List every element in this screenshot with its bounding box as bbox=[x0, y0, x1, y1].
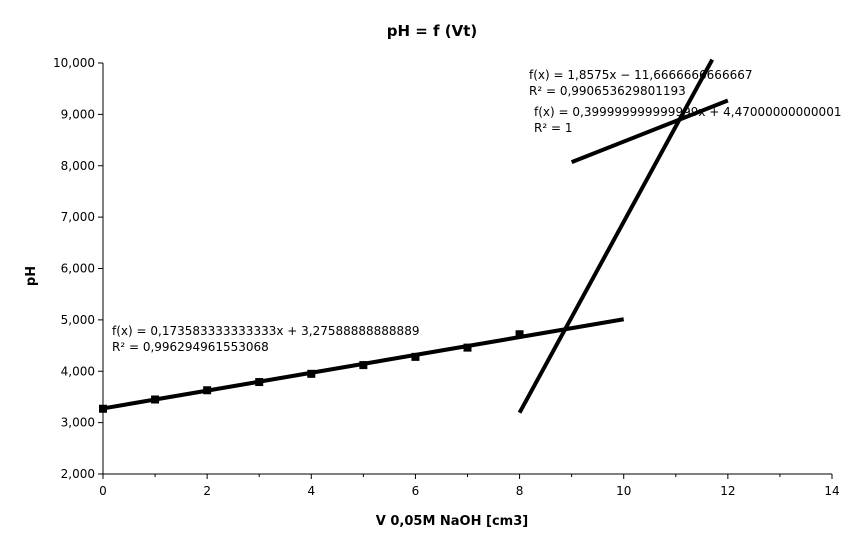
trendline-3-r2: R² = 1 bbox=[534, 121, 572, 135]
y-tick-label: 5,000 bbox=[61, 313, 95, 327]
trendline-3-equation: f(x) = 0,399999999999999x + 4,4700000000… bbox=[534, 105, 841, 119]
trendline-3 bbox=[570, 98, 729, 165]
trendline-1-equation: f(x) = 0,173583333333333x + 3,2758888888… bbox=[112, 324, 419, 338]
trendline-1-annotation: f(x) = 0,173583333333333x + 3,2758888888… bbox=[112, 324, 419, 354]
data-point bbox=[203, 386, 212, 395]
y-tick-label: 8,000 bbox=[61, 159, 95, 173]
axis-ticks: 0 2 4 6 8 10 12 14 2,000 3,000 4,000 5,000 6,000 7,00… bbox=[53, 56, 840, 498]
x-tick-label: 0 bbox=[99, 484, 107, 498]
y-tick-label: 7,000 bbox=[61, 210, 95, 224]
data-point bbox=[411, 352, 420, 361]
data-point bbox=[255, 378, 264, 387]
data-point bbox=[99, 404, 107, 413]
x-tick-label: 14 bbox=[824, 484, 839, 498]
data-point bbox=[359, 361, 368, 370]
y-tick-label: 10,000 bbox=[53, 56, 95, 70]
data-point bbox=[463, 343, 472, 352]
trendline-2-r2: R² = 0,990653629801193 bbox=[529, 84, 686, 98]
x-tick-label: 10 bbox=[616, 484, 631, 498]
trendline-2-annotation: f(x) = 1,8575x − 11,6666666666667 R² = 0… bbox=[529, 68, 752, 98]
data-point bbox=[515, 330, 524, 339]
x-tick-label: 8 bbox=[516, 484, 524, 498]
y-tick-label: 6,000 bbox=[61, 262, 95, 276]
x-tick-label: 6 bbox=[412, 484, 420, 498]
y-tick-label: 4,000 bbox=[61, 364, 95, 378]
x-axis-label: V 0,05M NaOH [cm3] bbox=[376, 514, 528, 529]
trendline-3-annotation: f(x) = 0,399999999999999x + 4,4700000000… bbox=[534, 105, 841, 135]
y-tick-label: 9,000 bbox=[61, 107, 95, 121]
trendline-1-r2: R² = 0,996294961553068 bbox=[112, 340, 269, 354]
y-tick-label: 2,000 bbox=[61, 467, 95, 481]
chart-title: pH = f (Vt) bbox=[387, 22, 478, 40]
data-points bbox=[99, 330, 524, 413]
trendline-2-equation: f(x) = 1,8575x − 11,6666666666667 bbox=[529, 68, 752, 82]
y-tick-label: 3,000 bbox=[61, 416, 95, 430]
x-tick-label: 4 bbox=[307, 484, 315, 498]
y-axis-label: pH bbox=[24, 266, 39, 286]
x-tick-label: 12 bbox=[720, 484, 735, 498]
data-point bbox=[151, 395, 160, 404]
data-point bbox=[307, 369, 316, 378]
x-tick-label: 2 bbox=[203, 484, 211, 498]
